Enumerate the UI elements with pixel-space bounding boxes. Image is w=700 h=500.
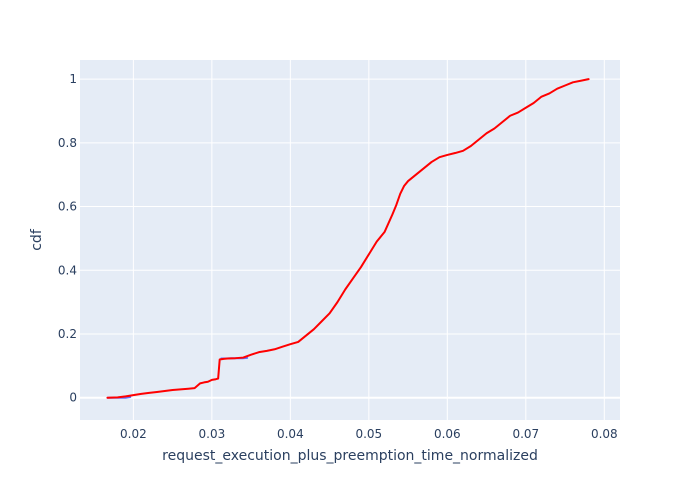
x-tick-label: 0.02 — [120, 427, 147, 441]
y-tick-labels: 0 0.2 0.4 0.6 0.8 1 — [58, 72, 77, 405]
y-tick-label: 1 — [69, 72, 77, 86]
series-line-3 — [106, 78, 590, 399]
x-tick-labels: 0.02 0.03 0.04 0.05 0.06 0.07 0.08 — [120, 427, 618, 441]
series-layer — [106, 78, 590, 399]
x-tick-label: 0.08 — [591, 427, 618, 441]
x-axis-title: request_execution_plus_preemption_time_n… — [162, 448, 538, 464]
y-tick-label: 0.6 — [58, 200, 77, 214]
x-tick-label: 0.06 — [434, 427, 461, 441]
plot-area — [80, 60, 620, 420]
x-tick-label: 0.03 — [199, 427, 226, 441]
y-tick-label: 0.8 — [58, 136, 77, 150]
x-tick-label: 0.07 — [512, 427, 539, 441]
y-tick-label: 0.4 — [58, 263, 77, 277]
x-tick-label: 0.04 — [277, 427, 304, 441]
x-tick-label: 0.05 — [355, 427, 382, 441]
y-tick-label: 0 — [69, 391, 77, 405]
y-axis-title: cdf — [29, 228, 45, 251]
y-gridlines — [80, 78, 620, 399]
x-gridlines — [132, 60, 605, 420]
y-tick-label: 0.2 — [58, 327, 77, 341]
